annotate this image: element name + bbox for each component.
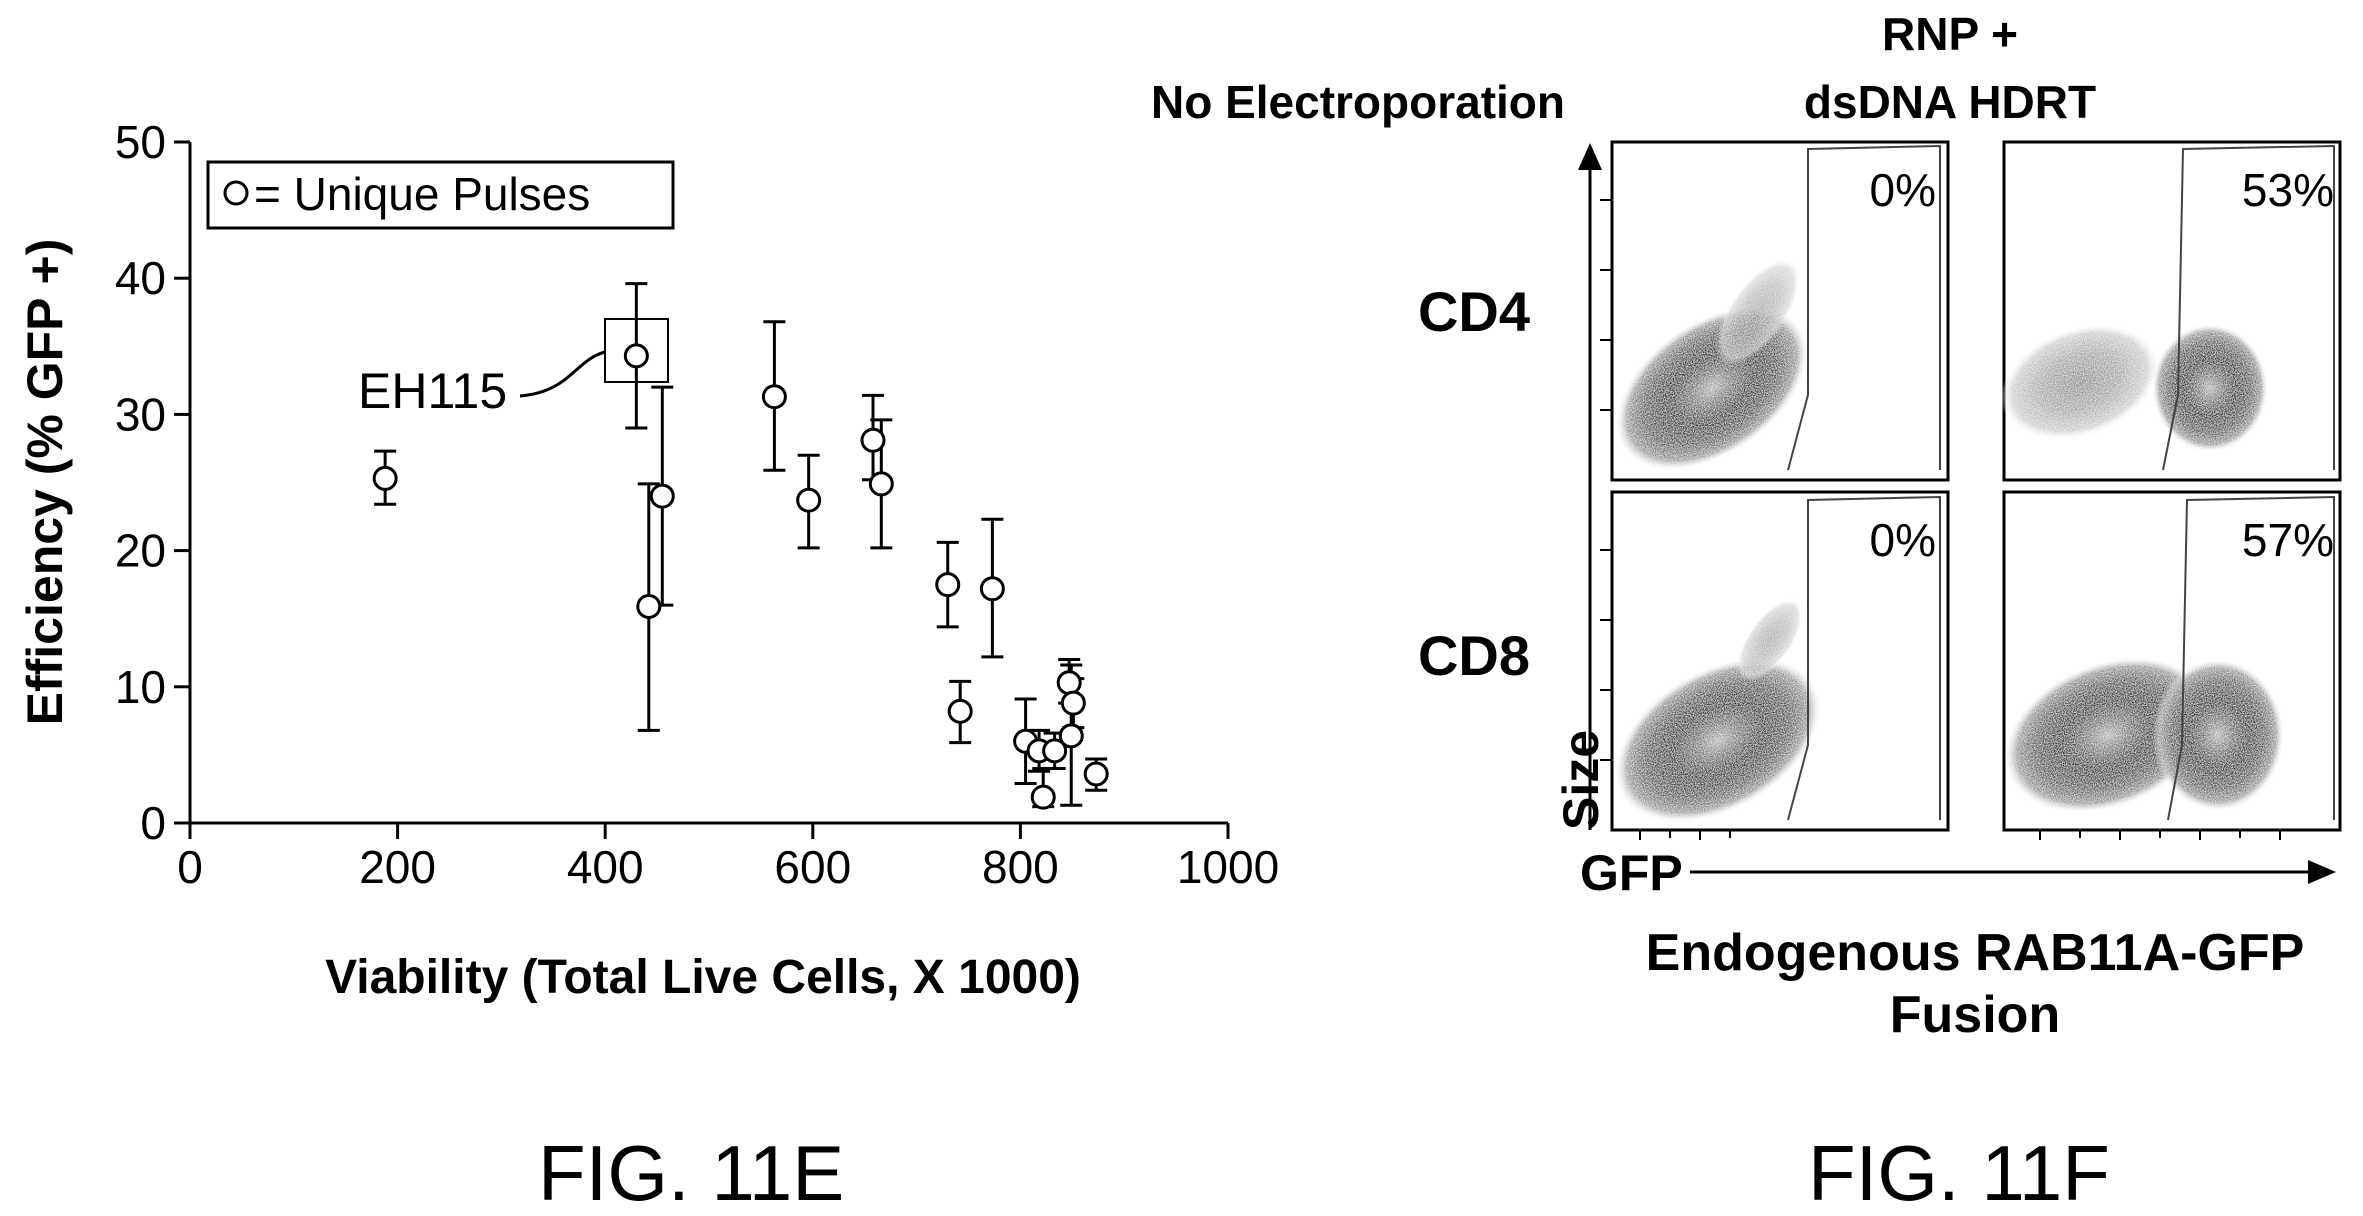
data-point [761,384,787,410]
legend-label: = Unique Pulses [254,168,590,220]
data-point [860,427,886,453]
percent-cd4-no-electroporation: 0% [1870,164,1936,216]
data-point [636,593,662,619]
data-point [1030,784,1056,810]
percent-cd4-rnp: 53% [2242,164,2334,216]
row-label-cd4: CD4 [1418,280,1530,343]
data-point [372,465,398,491]
panel-cd8-no-electroporation: 0% [1600,490,1950,832]
fusion-label-line2: Fusion [1890,986,2060,1044]
data-point [979,576,1005,602]
column-header-rnp-line1: RNP + [1882,8,2018,60]
legend-marker [223,180,249,206]
data-point [623,343,649,369]
x-tick-label: 200 [359,841,436,893]
flow-cytometry-figure: No Electroporation RNP + dsDNA HDRT CD4 … [1151,8,2342,1216]
row-label-cd8: CD8 [1418,624,1530,687]
y-tick-label: 10 [115,661,166,713]
gfp-axis-arrowhead [2308,860,2336,884]
panel-cd4-no-electroporation: 0% [1600,140,1950,482]
panel-cd4-rnp: 53% [2000,140,2342,482]
x-tick-label: 600 [774,841,851,893]
x-tick-label: 0 [177,841,203,893]
column-header-rnp-line2: dsDNA HDRT [1804,76,2096,128]
data-point [1042,738,1068,764]
scatter-chart: 0 10 20 30 40 50 0 200 400 600 800 1000 Efficiency… [17,116,1279,1216]
percent-cd8-no-electroporation: 0% [1870,514,1936,566]
x-tick-label: 1000 [1177,841,1279,893]
data-point [1056,670,1082,696]
y-tick-label: 20 [115,525,166,577]
x-tick-label: 800 [982,841,1059,893]
figure-e-caption: FIG. 11E [538,1129,844,1216]
column-header-no-electroporation: No Electroporation [1151,76,1565,128]
data-point [935,572,961,598]
size-axis-arrowhead [1578,143,1602,170]
eh115-annotation: EH115 [358,363,507,419]
x-ticks: 0 200 400 600 800 1000 [177,823,1279,893]
eh115-highlight-box [604,318,669,383]
data-point [649,483,675,509]
panel-cd8-rnp: 57% [2002,490,2342,832]
data-point [868,471,894,497]
y-axis-title: Efficiency (% GFP +) [17,239,73,726]
y-tick-label: 0 [140,797,166,849]
x-axis-title: Viability (Total Live Cells, X 1000) [325,951,1081,1004]
y-tick-label: 50 [115,116,166,168]
eh115-leader-line [519,350,606,398]
y-ticks: 0 10 20 30 40 50 [115,116,190,849]
y-tick-label: 30 [115,388,166,440]
data-point [1058,723,1084,749]
size-axis-label: Size [1553,730,1609,830]
y-tick-label: 40 [115,252,166,304]
data-point [796,487,822,513]
data-point [947,698,973,724]
data-point [1060,690,1086,716]
x-tick-label: 400 [567,841,644,893]
figure-f-caption: FIG. 11F [1808,1129,2110,1216]
fusion-label-line1: Endogenous RAB11A-GFP [1646,924,2305,982]
data-point [1083,761,1109,787]
percent-cd8-rnp: 57% [2242,514,2334,566]
gfp-axis-label: GFP [1580,845,1683,901]
gfp-log-ticks [1639,830,2281,840]
legend-box [206,160,675,230]
data-points [372,343,1109,810]
